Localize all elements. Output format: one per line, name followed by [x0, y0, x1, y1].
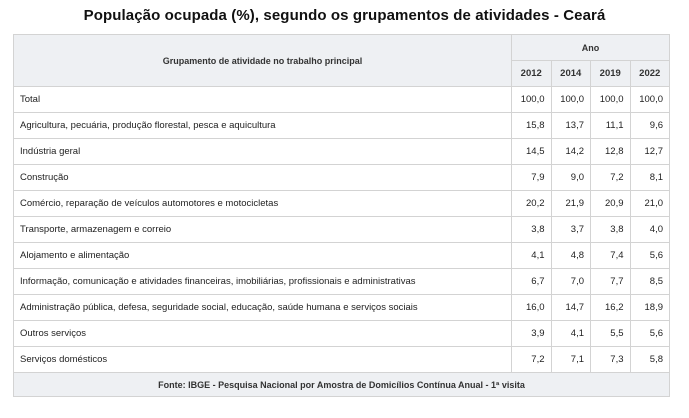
table-row: Construção 7,9 9,0 7,2 8,1: [13, 164, 670, 191]
row-label: Outros serviços: [13, 320, 512, 347]
row-value-2022: 9,6: [629, 112, 670, 139]
row-value-2022: 8,5: [629, 268, 670, 295]
row-value-2022: 4,0: [629, 216, 670, 243]
table-row: Transporte, armazenagem e correio 3,8 3,7 3…: [13, 216, 670, 243]
row-value-2019: 3,8: [590, 216, 631, 243]
row-value-2019: 7,7: [590, 268, 631, 295]
source-row: Fonte: IBGE - Pesquisa Nacional por Amos…: [13, 372, 670, 397]
row-value-2019: 20,9: [590, 190, 631, 217]
table-row: Indústria geral 14,5 14,2 12,8 12,7: [13, 138, 670, 165]
row-value-2014: 7,0: [550, 268, 591, 295]
row-value-2022: 21,0: [629, 190, 670, 217]
header-row: Grupamento de atividade no trabalho prin…: [13, 34, 670, 87]
table-row: Administração pública, defesa, seguridad…: [13, 294, 670, 321]
row-label: Alojamento e alimentação: [13, 242, 512, 269]
row-value-2012: 4,1: [511, 242, 552, 269]
row-label: Indústria geral: [13, 138, 512, 165]
row-value-2012: 7,2: [511, 346, 552, 373]
row-value-2019: 5,5: [590, 320, 631, 347]
row-value-2019: 16,2: [590, 294, 631, 321]
row-label: Transporte, armazenagem e correio: [13, 216, 512, 243]
row-value-2014: 3,7: [550, 216, 591, 243]
row-value-2012: 100,0: [511, 86, 552, 113]
group-column-header: Grupamento de atividade no trabalho prin…: [13, 34, 512, 87]
row-value-2014: 7,1: [550, 346, 591, 373]
row-value-2014: 9,0: [550, 164, 591, 191]
row-value-2014: 13,7: [550, 112, 591, 139]
row-label: Serviços domésticos: [13, 346, 512, 373]
row-value-2022: 5,6: [629, 320, 670, 347]
row-value-2014: 4,8: [550, 242, 591, 269]
row-value-2014: 14,2: [550, 138, 591, 165]
year-header-row: 2012 2014 2019 2022: [14, 60, 670, 87]
row-value-2014: 14,7: [550, 294, 591, 321]
row-value-2022: 5,8: [629, 346, 670, 373]
row-value-2019: 11,1: [590, 112, 631, 139]
row-value-2022: 18,9: [629, 294, 670, 321]
row-value-2019: 7,3: [590, 346, 631, 373]
source-note: Fonte: IBGE - Pesquisa Nacional por Amos…: [13, 372, 670, 397]
table-row: Outros serviços 3,9 4,1 5,5 5,6: [13, 320, 670, 347]
year-column-header: 2019: [590, 60, 631, 87]
row-label: Comércio, reparação de veículos automoto…: [13, 190, 512, 217]
row-value-2019: 12,8: [590, 138, 631, 165]
row-label: Informação, comunicação e atividades fin…: [13, 268, 512, 295]
year-group-header: Ano: [511, 34, 670, 61]
row-value-2019: 7,2: [590, 164, 631, 191]
table-row: Comércio, reparação de veículos automoto…: [13, 190, 670, 217]
row-label: Total: [13, 86, 512, 113]
row-value-2019: 100,0: [590, 86, 631, 113]
row-label: Construção: [13, 164, 512, 191]
row-value-2012: 15,8: [511, 112, 552, 139]
table-body: Total 100,0 100,0 100,0 100,0 Agricultura, pe…: [13, 86, 670, 373]
row-label: Agricultura, pecuária, produção floresta…: [13, 112, 512, 139]
page-title: População ocupada (%), segundo os grupam…: [83, 7, 606, 24]
row-value-2022: 12,7: [629, 138, 670, 165]
row-value-2022: 5,6: [629, 242, 670, 269]
row-value-2014: 4,1: [550, 320, 591, 347]
year-column-header: 2014: [550, 60, 591, 87]
row-value-2012: 3,8: [511, 216, 552, 243]
row-value-2012: 16,0: [511, 294, 552, 321]
table-row: Informação, comunicação e atividades fin…: [13, 268, 670, 295]
row-label: Administração pública, defesa, seguridad…: [13, 294, 512, 321]
data-table: Grupamento de atividade no trabalho prin…: [13, 34, 670, 397]
row-value-2012: 3,9: [511, 320, 552, 347]
row-value-2022: 100,0: [629, 86, 670, 113]
table-row: Total 100,0 100,0 100,0 100,0: [13, 86, 670, 113]
year-column-header: 2012: [511, 60, 552, 87]
row-value-2014: 21,9: [550, 190, 591, 217]
table-row: Alojamento e alimentação 4,1 4,8 7,4 5,6: [13, 242, 670, 269]
table-row: Serviços domésticos 7,2 7,1 7,3 5,8: [13, 346, 670, 373]
table-row: Agricultura, pecuária, produção floresta…: [13, 112, 670, 139]
row-value-2014: 100,0: [550, 86, 591, 113]
row-value-2012: 6,7: [511, 268, 552, 295]
row-value-2019: 7,4: [590, 242, 631, 269]
row-value-2012: 14,5: [511, 138, 552, 165]
row-value-2022: 8,1: [629, 164, 670, 191]
row-value-2012: 7,9: [511, 164, 552, 191]
row-value-2012: 20,2: [511, 190, 552, 217]
year-column-header: 2022: [629, 60, 670, 87]
